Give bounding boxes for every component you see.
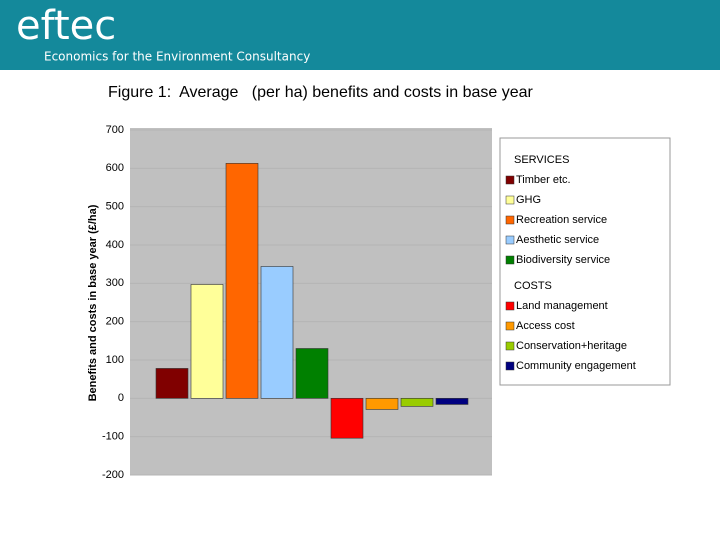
- legend-swatch: [505, 235, 515, 245]
- bar: [155, 368, 189, 399]
- legend-heading: SERVICES: [514, 154, 569, 166]
- y-tick-label: -100: [102, 431, 124, 443]
- bar: [400, 398, 434, 407]
- y-tick-label: 500: [106, 201, 124, 213]
- y-tick-label: 300: [106, 277, 124, 289]
- legend-label: Land management: [516, 300, 608, 312]
- legend-swatch: [505, 361, 515, 371]
- legend-label: Aesthetic service: [516, 234, 599, 246]
- legend-label: Timber etc.: [516, 174, 571, 186]
- bar: [330, 398, 364, 439]
- legend-heading: COSTS: [514, 280, 552, 292]
- logo: eftec: [16, 3, 116, 49]
- y-tick-label: 200: [106, 316, 124, 328]
- bar: [225, 163, 259, 399]
- bar: [365, 398, 399, 410]
- legend-swatch: [505, 215, 515, 225]
- legend-swatch: [505, 195, 515, 205]
- legend-label: Conservation+heritage: [516, 340, 627, 352]
- chart-title: Figure 1: Average (per ha) benefits and …: [108, 84, 534, 101]
- y-tick-label: 0: [118, 392, 124, 404]
- legend-label: Access cost: [516, 320, 575, 332]
- legend-swatch: [505, 255, 515, 265]
- plot-area: [130, 128, 492, 475]
- legend-swatch: [505, 175, 515, 185]
- legend-swatch: [505, 301, 515, 311]
- bar: [260, 266, 294, 399]
- legend-label: GHG: [516, 194, 541, 206]
- legend-swatch: [505, 321, 515, 331]
- legend-swatch: [505, 341, 515, 351]
- y-tick-label: 400: [106, 239, 124, 251]
- bar: [190, 284, 224, 399]
- y-tick-label: -200: [102, 469, 124, 481]
- legend-label: Community engagement: [516, 360, 636, 372]
- legend: [499, 137, 671, 386]
- y-axis-label: Benefits and costs in base year (£/ha): [87, 204, 99, 401]
- bar: [435, 398, 469, 405]
- y-tick-label: 700: [106, 124, 124, 136]
- header-bar: [0, 0, 720, 70]
- legend-label: Recreation service: [516, 214, 607, 226]
- y-tick-label: 100: [106, 354, 124, 366]
- legend-label: Biodiversity service: [516, 254, 610, 266]
- tagline: Economics for the Environment Consultanc…: [44, 50, 310, 64]
- y-tick-label: 600: [106, 162, 124, 174]
- bar: [295, 348, 329, 399]
